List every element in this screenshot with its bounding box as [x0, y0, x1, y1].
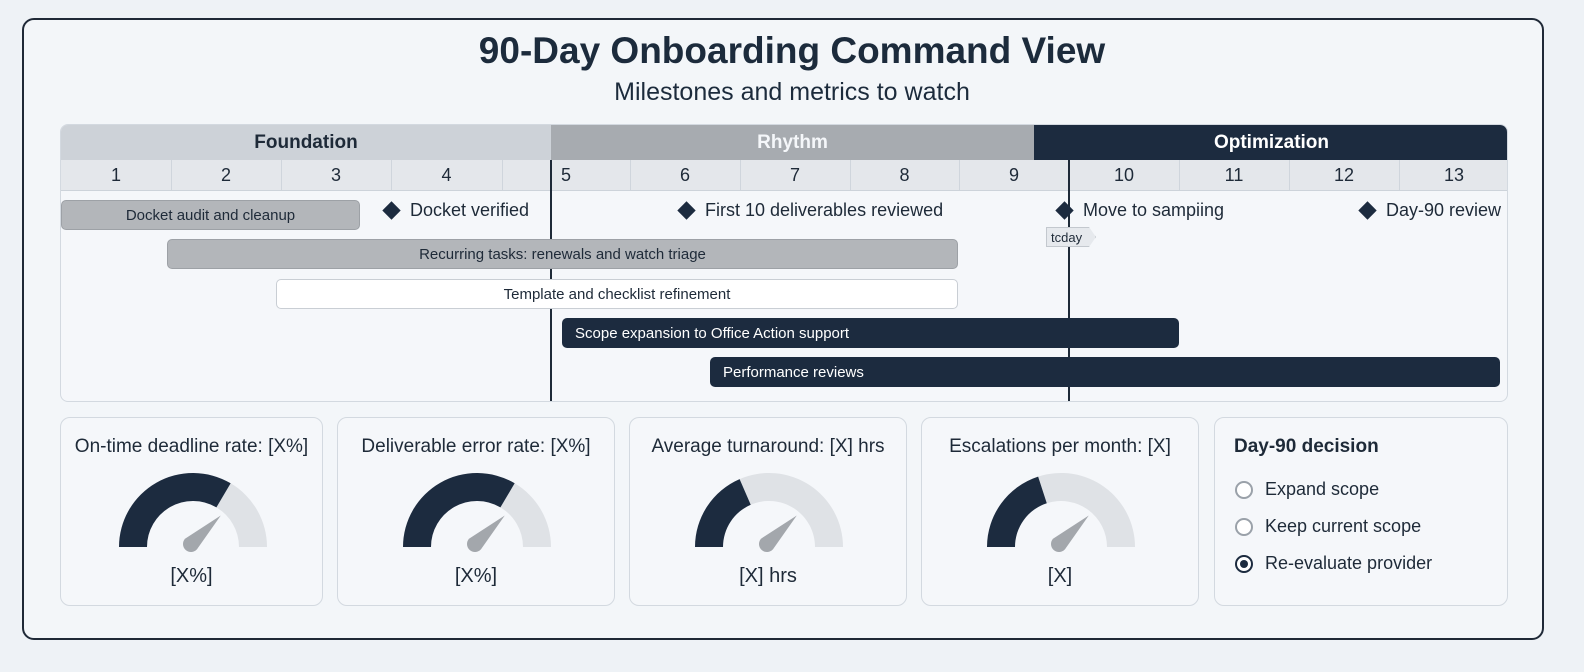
milestone-docket-verified[interactable]: Docket verified	[382, 200, 530, 221]
metric-title: Average turnaround: [X] hrs	[651, 436, 885, 457]
page-title: 90-Day Onboarding Command View	[478, 30, 1106, 71]
gauge-fill	[119, 473, 231, 547]
gauge-icon	[119, 473, 267, 552]
task-bar-performance-reviews[interactable]: Performance reviews	[710, 357, 1500, 387]
milestone-label: Move to sampiing	[1083, 200, 1225, 220]
today-line	[1068, 160, 1070, 401]
gauge-needle	[1051, 515, 1089, 552]
gantt-chart: Foundation Rhythm Optimization 1 2 3 4 5…	[60, 124, 1508, 402]
metric-title: Escalations per month: [X]	[949, 436, 1171, 457]
radio-button[interactable]	[1235, 480, 1253, 499]
gauge-needle	[759, 515, 797, 552]
week-divider	[502, 160, 503, 190]
gauge-track	[739, 473, 843, 547]
week-divider	[959, 160, 960, 190]
task-bar-docket-audit[interactable]: Docket audit and cleanup	[61, 200, 360, 230]
gauge-needle	[467, 515, 505, 552]
metric-value: [X%]	[454, 565, 498, 587]
metric-value: [X%]	[170, 565, 213, 587]
week-label-8: 8	[899, 164, 910, 185]
milestone-label: Day-90 review	[1386, 200, 1502, 220]
gauge-track	[216, 483, 267, 547]
metric-card-error-rate: Deliverable error rate: [X%] [X%]	[337, 417, 615, 606]
option-expand-scope[interactable]: Expand scope	[1235, 479, 1379, 500]
milestone-label: First 10 deliverables reviewed	[705, 200, 944, 220]
milestone-diamond-icon	[677, 201, 696, 220]
gauge-needle	[183, 515, 221, 552]
gauge-track	[1038, 473, 1135, 547]
option-label: Keep current scope	[1265, 516, 1422, 536]
week-label-11: 11	[1224, 164, 1244, 185]
milestone-diamond-icon	[1055, 201, 1074, 220]
week-divider	[391, 160, 392, 190]
week-divider	[1399, 160, 1400, 190]
milestone-day-90-review[interactable]: Day-90 review	[1358, 200, 1502, 221]
metric-card-escalations: Escalations per month: [X] [X]	[921, 417, 1199, 606]
week-label-2: 2	[220, 164, 231, 185]
page-subtitle: Milestones and metrics to watch	[614, 78, 970, 106]
milestone-move-to-sampling[interactable]: Move to sampiing	[1055, 200, 1225, 221]
option-re-evaluate-provider[interactable]: Re-evaluate provider	[1235, 553, 1432, 574]
gauge-icon	[403, 473, 551, 552]
week-label-1: 1	[110, 164, 121, 185]
metric-value: [X] hrs	[739, 565, 797, 587]
week-label-12: 12	[1333, 164, 1355, 185]
week-divider	[281, 160, 282, 190]
week-label-6: 6	[679, 164, 690, 185]
radio-button[interactable]	[1235, 554, 1253, 573]
week-label-9: 9	[1008, 164, 1019, 185]
decision-title: Day-90 decision	[1234, 436, 1379, 457]
week-header: 1 2 3 4 5 6 7 8 9 10 11 12 13	[61, 160, 1507, 191]
task-bar-template-refinement[interactable]: Template and checklist refinement	[276, 279, 958, 309]
radio-button[interactable]	[1235, 517, 1253, 536]
phase-rhythm: Rhythm	[551, 125, 1034, 160]
metric-value: [X]	[1047, 565, 1073, 587]
week-divider	[171, 160, 172, 190]
milestone-label: Docket verified	[410, 200, 530, 220]
metric-card-on-time: On-time deadline rate: [X%] [X%]	[60, 417, 323, 606]
week-label-7: 7	[789, 164, 800, 185]
metric-title: Deliverable error rate: [X%]	[361, 436, 591, 457]
milestone-first-deliverables[interactable]: First 10 deliverables reviewed	[677, 200, 944, 221]
gauge-track	[500, 483, 551, 547]
task-bar-scope-expansion[interactable]: Scope expansion to Office Action support	[562, 318, 1179, 348]
option-keep-current-scope[interactable]: Keep current scope	[1235, 516, 1421, 537]
gauge-fill	[403, 473, 515, 547]
milestone-diamond-icon	[382, 201, 401, 220]
gauge-fill	[987, 476, 1047, 547]
week-label-4: 4	[441, 164, 452, 185]
week-divider	[740, 160, 741, 190]
gauge-icon	[695, 473, 843, 552]
week-divider	[850, 160, 851, 190]
gauge-fill	[695, 479, 751, 547]
phase-optimization: Optimization	[1034, 125, 1507, 160]
metric-card-turnaround: Average turnaround: [X] hrs [X] hrs	[629, 417, 907, 606]
milestone-diamond-icon	[1358, 201, 1377, 220]
week-label-5: 5	[560, 164, 571, 185]
phase-foundation: Foundation	[61, 125, 551, 160]
metric-title: On-time deadline rate: [X%]	[74, 436, 309, 457]
week-label-10: 10	[1113, 164, 1135, 185]
decision-card: Day-90 decision Expand scope Keep curren…	[1214, 417, 1508, 606]
today-marker: tcday	[1046, 227, 1096, 247]
week-divider	[1289, 160, 1290, 190]
option-label: Re-evaluate provider	[1265, 553, 1433, 573]
option-label: Expand scope	[1265, 479, 1380, 499]
week-label-3: 3	[330, 164, 341, 185]
week-divider	[630, 160, 631, 190]
task-bar-recurring-tasks[interactable]: Recurring tasks: renewals and watch tria…	[167, 239, 958, 269]
gauge-icon	[987, 473, 1135, 552]
week-divider	[1179, 160, 1180, 190]
week-label-13: 13	[1443, 164, 1465, 185]
